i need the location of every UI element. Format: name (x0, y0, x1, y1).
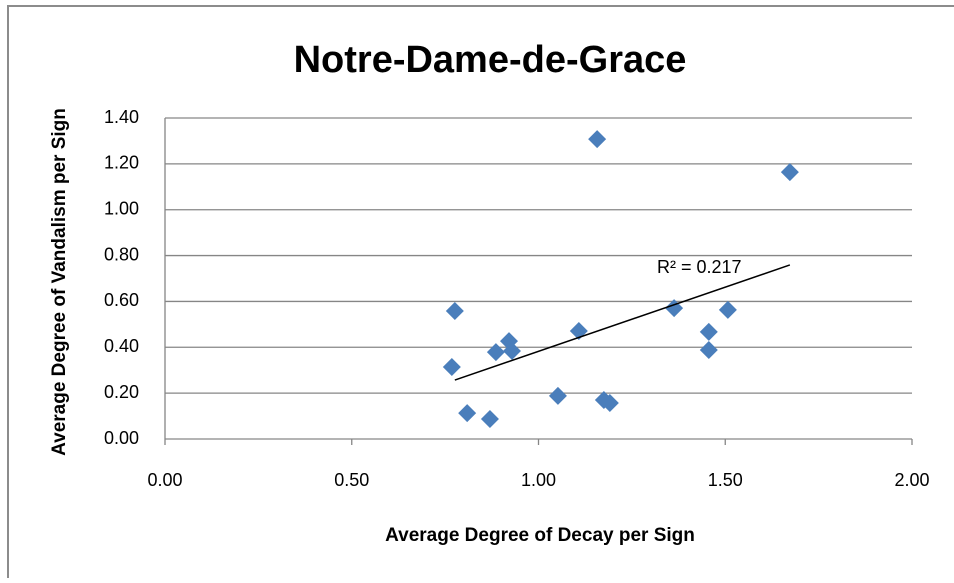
point (499, 332, 518, 351)
trendline-label: R² = 0.217 (657, 257, 742, 277)
y-tick-label: 0.40 (104, 336, 139, 356)
y-tick-label: 1.20 (104, 153, 139, 173)
point (718, 300, 737, 319)
y-tick-label: 0.00 (104, 428, 139, 448)
point (445, 302, 464, 321)
point (480, 410, 499, 429)
y-tick-label: 1.00 (104, 198, 139, 218)
x-axis-label: Average Degree of Decay per Sign (385, 525, 695, 546)
point (699, 322, 718, 341)
point (548, 386, 567, 405)
point (588, 130, 607, 149)
point (458, 404, 477, 423)
y-tick-label: 1.40 (104, 107, 139, 127)
y-axis-label: Average Degree of Vandalism per Sign (49, 108, 70, 456)
chart-title: Notre-Dame-de-Grace (294, 39, 687, 81)
y-tick-label: 0.60 (104, 290, 139, 310)
x-tick-label: 1.00 (521, 470, 556, 490)
point (502, 341, 521, 360)
point (442, 358, 461, 377)
point (699, 341, 718, 360)
x-tick-label: 1.50 (708, 470, 743, 490)
point (780, 163, 799, 182)
y-tick-label: 0.80 (104, 244, 139, 264)
point (600, 394, 619, 413)
point (486, 343, 505, 362)
chart-frame (7, 5, 954, 583)
x-tick-label: 0.00 (147, 470, 182, 490)
x-tick-label: 0.50 (334, 470, 369, 490)
y-tick-label: 0.20 (104, 382, 139, 402)
trendline (454, 264, 791, 381)
x-tick-label: 2.00 (894, 470, 929, 490)
